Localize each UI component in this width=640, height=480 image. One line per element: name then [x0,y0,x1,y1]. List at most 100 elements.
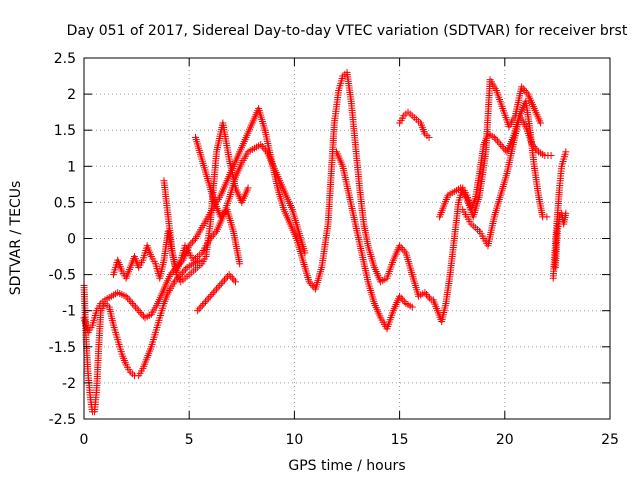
y-tick-label: -0.5 [49,268,76,284]
y-tick-label: -2.5 [49,412,76,428]
series-track-9 [396,108,433,141]
data-point-dense [426,294,434,302]
data-point-dense [180,267,188,275]
data-point-dense [127,298,135,306]
data-point-dense [198,301,206,309]
data-point [194,307,202,315]
data-point [396,292,404,300]
data-point-dense [211,229,219,237]
data-point-dense [139,312,147,320]
data-point [518,83,526,91]
data-point [543,213,551,221]
data-point-dense [492,135,500,143]
data-point [225,271,233,279]
data-point-dense [227,272,235,280]
y-tick-label: 2.5 [54,51,76,67]
series-track-3 [109,141,309,282]
data-point-dense [495,139,503,147]
data-point-dense [218,211,226,219]
x-tick-labels: 0 5 10 15 20 25 [80,432,619,448]
data-point-dense [519,85,527,93]
data-point-dense [422,290,430,298]
data-point [490,133,498,141]
y-tick-label: -2 [62,376,76,392]
data-point [562,209,570,217]
data-point-dense [209,231,217,239]
data-point-dense [521,86,529,94]
series-track-8 [332,148,416,333]
data-point [562,148,570,156]
data-point [396,242,404,250]
data-point [219,278,227,286]
series-track-5 [192,133,244,268]
data-point-dense [222,274,230,282]
series-track-12 [459,97,551,250]
data-point-dense [138,310,146,318]
data-point [206,292,214,300]
data-point-dense [217,280,225,288]
data-point-dense [187,240,195,248]
data-point-dense [188,238,196,246]
x-tick-label: 20 [496,432,514,448]
x-tick-label: 25 [601,432,619,448]
data-point-dense [195,305,203,313]
series-track-4 [160,119,252,286]
series-track-11 [436,76,545,221]
data-point-dense [230,276,238,284]
data-point-dense [400,298,408,306]
x-tick-label: 0 [80,432,89,448]
data-point-dense [399,296,407,304]
data-point-dense [214,283,222,291]
data-point-dense [182,265,190,273]
data-point [128,299,136,307]
plot-frame [83,57,611,420]
series-track-14 [551,209,570,271]
data-point-dense [125,296,133,304]
data-point [425,133,433,141]
data-point [122,292,130,300]
y-tick-label: 1.5 [54,123,76,139]
data-point-dense [522,88,530,96]
data-point-dense [208,290,216,298]
data-point-dense [397,294,405,302]
x-axis-label: GPS time / hours [288,458,405,474]
data-point-dense [500,144,508,152]
data-point [547,151,555,159]
data-point [217,213,225,221]
data-point [236,260,244,268]
data-point-dense [132,303,140,311]
data-point-dense [399,245,407,253]
data-point-dense [130,301,138,309]
data-point-dense [205,294,213,302]
data-point [537,119,545,127]
data-point [135,307,143,315]
x-tick-label: 10 [285,432,303,448]
x-tick-label: 15 [391,432,409,448]
data-point [497,141,505,149]
data-point-dense [493,137,501,145]
chart-title: Day 051 of 2017, Sidereal Day-to-day VTE… [67,23,628,39]
data-point [166,271,174,279]
data-point [408,303,416,311]
data-point-dense [216,281,224,289]
data-point-dense [220,209,228,217]
grid-lines [84,58,610,419]
series-track-1 [80,105,269,336]
data-point-dense [308,281,316,289]
data-point-dense [397,244,405,252]
data-point-dense [424,292,432,300]
data-point-dense [211,287,219,295]
data-point-dense [203,296,211,304]
series-track-6 [194,271,239,315]
data-point-dense [498,142,506,150]
data-point-dense [228,274,236,282]
data-point-dense [258,142,266,150]
data-point-dense [178,269,186,277]
y-tick-label: -1.5 [49,340,76,356]
data-point-dense [307,280,315,288]
data-point [200,299,208,307]
data-point [213,285,221,293]
data-point [301,249,309,257]
series-track-2 [80,256,204,416]
data-point [170,278,178,286]
